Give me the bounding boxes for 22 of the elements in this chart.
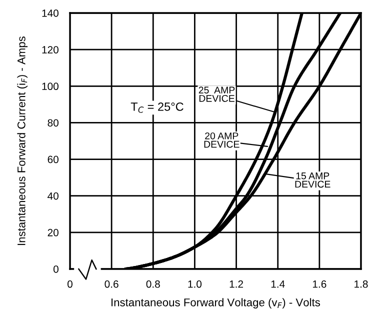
- y-tick-label: 80: [48, 119, 58, 127]
- y-tick-label: 20: [48, 228, 58, 236]
- y-tick-label: 120: [42, 46, 58, 54]
- x-tick-label: 1.2: [230, 280, 244, 288]
- y-tick-label: 0: [54, 266, 58, 273]
- annotation: T$_{C}$ = 25°C: [130, 102, 184, 113]
- y-tick-label: 140: [42, 10, 58, 17]
- x-tick-label: 1.6: [312, 280, 326, 288]
- y-tick-label: 40: [48, 192, 58, 200]
- annotation: 15 AMP DEVICE: [295, 172, 330, 188]
- y-tick-label: 60: [48, 156, 58, 164]
- x-tick-label: 0.6: [104, 280, 118, 288]
- x-tick-label: 0: [68, 280, 72, 288]
- annotation: 20 AMP DEVICE: [204, 132, 240, 148]
- x-tick-label: 1.8: [354, 280, 368, 288]
- x-tick-label: 0.8: [146, 280, 160, 288]
- annotation: 25 AMP DEVICE: [198, 86, 235, 102]
- y-tick-label: 100: [42, 82, 58, 90]
- x-axis-title: Instantaneous Forward Voltage (v$_{F}$) - Volts: [112, 298, 320, 309]
- x-tick-label: 1.0: [188, 280, 202, 288]
- x-tick-label: 1.4: [271, 280, 285, 288]
- y-axis-title: Instantaneous Forward Current (i$_{F}$) - Amps: [17, 36, 28, 245]
